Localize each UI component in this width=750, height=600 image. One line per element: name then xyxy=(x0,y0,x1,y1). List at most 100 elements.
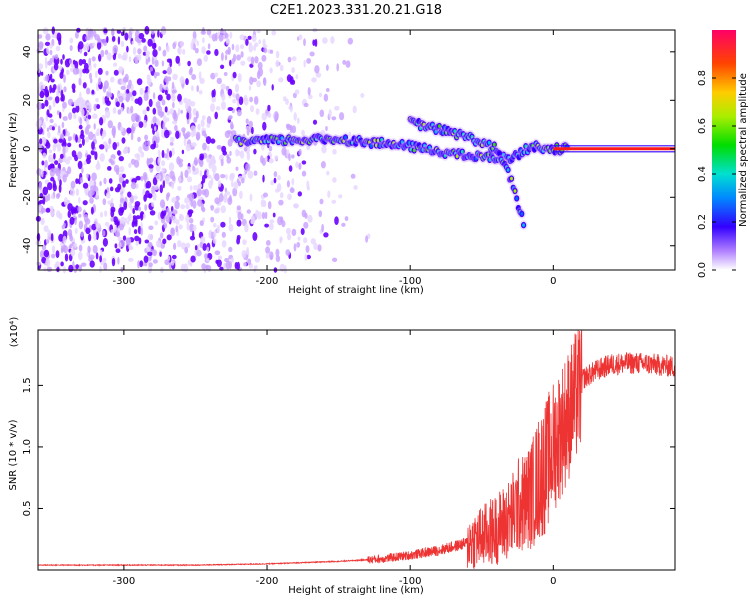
noise-blob xyxy=(47,96,53,101)
trace-core xyxy=(237,136,241,141)
noise-blob xyxy=(223,193,228,200)
noise-blob xyxy=(287,193,292,201)
noise-blob xyxy=(157,242,162,248)
noise-blob xyxy=(157,157,161,165)
noise-blob xyxy=(133,195,138,200)
noise-blob xyxy=(137,96,143,106)
noise-blob xyxy=(220,205,226,214)
noise-blob xyxy=(40,103,45,109)
noise-blob xyxy=(45,60,48,69)
trace-core xyxy=(531,143,535,148)
noise-blob xyxy=(72,213,77,218)
noise-blob xyxy=(50,78,55,83)
x-tick-label: 0 xyxy=(550,276,556,287)
noise-blob xyxy=(319,109,325,118)
noise-blob xyxy=(171,175,176,182)
trace-core xyxy=(455,154,459,159)
noise-blob xyxy=(118,207,124,216)
colorbar-tick-label: 0.6 xyxy=(697,118,708,134)
noise-blob xyxy=(185,103,189,110)
noise-blob xyxy=(161,160,166,167)
noise-blob xyxy=(236,234,241,241)
trace-core xyxy=(443,125,446,130)
noise-blob xyxy=(177,48,180,54)
noise-blob xyxy=(191,142,197,148)
noise-blob xyxy=(148,164,154,169)
noise-blob xyxy=(79,48,83,54)
noise-blob xyxy=(128,257,134,262)
noise-blob xyxy=(97,77,102,85)
spectrogram-traces xyxy=(231,114,675,231)
noise-blob xyxy=(304,212,308,219)
noise-blob xyxy=(171,254,177,260)
noise-blob xyxy=(205,136,212,145)
noise-blob xyxy=(130,83,134,92)
trace-core xyxy=(400,140,404,144)
noise-blob xyxy=(142,172,148,181)
spectrogram-y-label: Frequency (Hz) xyxy=(8,112,19,188)
noise-blob xyxy=(155,72,160,77)
noise-blob xyxy=(215,106,221,111)
noise-blob xyxy=(321,145,327,154)
noise-blob xyxy=(214,111,218,120)
noise-blob xyxy=(127,191,132,198)
noise-blob xyxy=(235,166,239,171)
noise-blob xyxy=(75,99,80,107)
noise-blob xyxy=(179,76,185,85)
noise-blob xyxy=(148,98,153,108)
noise-blob xyxy=(85,27,89,36)
noise-blob xyxy=(69,37,74,44)
noise-blob xyxy=(120,85,127,90)
noise-blob xyxy=(256,70,261,80)
noise-blob xyxy=(102,96,105,105)
trace-core xyxy=(265,135,268,140)
noise-blob xyxy=(99,255,102,263)
noise-blob xyxy=(229,59,232,67)
noise-blob xyxy=(216,224,220,234)
noise-blob xyxy=(160,232,164,239)
noise-blob xyxy=(202,142,207,151)
noise-blob xyxy=(164,129,170,139)
noise-blob xyxy=(264,211,268,220)
noise-blob xyxy=(78,58,83,66)
noise-blob xyxy=(285,227,291,235)
trace-core xyxy=(498,151,501,156)
trace-core xyxy=(412,148,416,153)
trace-core xyxy=(344,135,347,140)
noise-blob xyxy=(53,152,56,160)
noise-blob xyxy=(322,37,328,44)
noise-blob xyxy=(126,88,130,94)
noise-blob xyxy=(151,185,156,195)
y-tick-label: 1.0 xyxy=(22,439,33,455)
noise-blob xyxy=(42,27,49,35)
noise-blob xyxy=(62,145,66,155)
noise-blob xyxy=(183,138,187,147)
noise-blob xyxy=(175,225,178,233)
noise-blob xyxy=(119,197,125,204)
noise-blob xyxy=(186,221,190,231)
noise-blob xyxy=(50,233,54,242)
noise-blob xyxy=(39,90,45,99)
snr-x-label: Height of straight line (km) xyxy=(288,585,424,596)
noise-blob xyxy=(49,43,53,49)
noise-blob xyxy=(189,223,195,233)
noise-blob xyxy=(360,93,365,98)
noise-blob xyxy=(132,90,137,97)
noise-blob xyxy=(171,147,175,156)
noise-blob xyxy=(288,165,293,172)
noise-blob xyxy=(239,190,243,200)
noise-blob xyxy=(152,249,158,257)
noise-blob xyxy=(60,261,64,267)
noise-blob xyxy=(246,127,250,136)
noise-blob xyxy=(83,44,87,51)
noise-blob xyxy=(47,229,51,238)
noise-blob xyxy=(86,154,92,160)
noise-blob xyxy=(53,56,60,66)
noise-blob xyxy=(104,221,110,227)
noise-blob xyxy=(177,108,181,116)
noise-blob xyxy=(181,242,186,250)
noise-blob xyxy=(170,227,176,237)
noise-blob xyxy=(169,150,172,158)
noise-blob xyxy=(218,33,224,42)
noise-blob xyxy=(85,117,90,125)
